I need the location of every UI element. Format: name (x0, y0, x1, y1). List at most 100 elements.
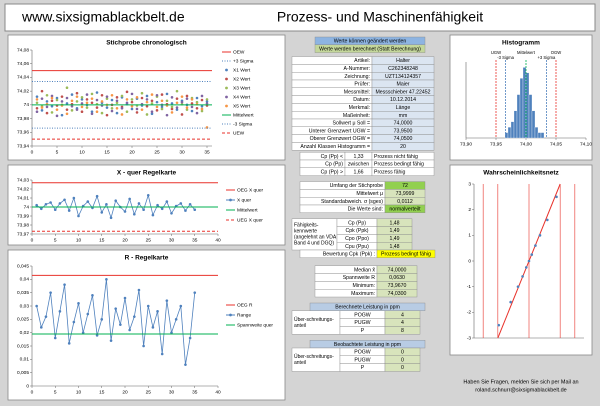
data-point (193, 291, 197, 294)
histogram-bar (513, 110, 518, 139)
data-point (135, 96, 139, 99)
data-point (150, 102, 154, 105)
data-point (538, 234, 542, 237)
table-text: 1,66 (353, 169, 363, 175)
data-point (160, 105, 164, 109)
data-point (53, 208, 57, 211)
y-tick-label: 0,045 (17, 263, 29, 269)
data-point (130, 104, 134, 108)
data-point (509, 300, 512, 304)
y-tick-label: 74 (24, 204, 30, 210)
data-point (128, 197, 131, 201)
legend-label: Mittelwert (233, 112, 254, 118)
summary-value: 74,0000 (388, 267, 407, 273)
chart-title: X - quer Regelkarte (117, 170, 177, 177)
data-point (185, 97, 189, 100)
table-text: Bewertung Cpk (Ppk) : (323, 252, 375, 258)
data-point (85, 101, 89, 105)
data-point (63, 198, 66, 202)
data-point (44, 203, 48, 206)
summary-value: 74,0300 (388, 291, 407, 297)
reference-label: OGW (551, 50, 562, 55)
data-point (115, 99, 119, 103)
data-point (44, 315, 48, 318)
info-label: Prüfer: (354, 82, 370, 88)
data-point (120, 106, 124, 110)
data-point (80, 96, 84, 99)
data-point (95, 106, 99, 109)
data-point (151, 326, 155, 329)
x-tick-label: 30 (169, 389, 175, 395)
y-tick-label: 73,96 (17, 130, 29, 136)
data-point (165, 200, 169, 203)
data-point (114, 307, 117, 310)
data-point (65, 108, 69, 111)
table-cell (376, 249, 436, 259)
table-text: PUGW (354, 357, 370, 363)
data-point (180, 113, 184, 116)
data-point (49, 291, 52, 294)
table-cell (384, 326, 421, 335)
stat-value: 0,0112 (397, 199, 413, 205)
y-tick-label: 74,06 (17, 61, 29, 67)
y-tick-label: 3 (468, 181, 471, 187)
data-point (160, 352, 164, 356)
legend-swatch (225, 104, 228, 108)
data-point (115, 96, 119, 99)
data-point (145, 113, 149, 116)
data-point (205, 100, 209, 103)
data-point (109, 216, 113, 220)
data-point (40, 207, 43, 211)
y-tick-label: 74,08 (17, 47, 29, 53)
header-url: www.sixsigmablackbelt.de (21, 9, 185, 25)
data-point (75, 95, 79, 98)
data-point (109, 339, 113, 342)
footer-text: Haben Sie Fragen, melden Sie sich per Ma… (463, 379, 578, 385)
table-text: Maximum: (351, 291, 375, 297)
table-cell (384, 363, 421, 372)
data-point (142, 344, 145, 348)
y-tick-label: 73,98 (17, 116, 29, 122)
x-tick-label: 25 (146, 237, 152, 243)
data-point (150, 110, 154, 114)
data-point (137, 288, 141, 292)
ppm-value: 4 (401, 320, 404, 326)
data-point (115, 106, 119, 110)
data-point (75, 100, 79, 103)
legend-swatch (229, 313, 232, 317)
data-point (145, 104, 149, 108)
x-tick-label: 25 (154, 149, 160, 155)
data-point (174, 318, 178, 321)
data-point (188, 336, 192, 340)
histogram-bar (531, 110, 536, 139)
data-point (119, 323, 122, 326)
table-text: Cp (Pp) (348, 220, 366, 226)
table-cell (376, 289, 418, 298)
info-label: Sollwert μ Soll = (333, 121, 370, 127)
data-point (75, 108, 79, 111)
x-tick-label: 35 (192, 237, 198, 243)
table-text: Prozess nicht fähig (374, 154, 418, 160)
data-point (170, 105, 174, 109)
data-point (140, 91, 144, 95)
data-point (81, 331, 85, 334)
stat-value: normalverteilt (389, 207, 421, 213)
table-text: POGW (354, 350, 371, 356)
legend-label: X3 Wert (233, 85, 251, 91)
data-point (546, 218, 549, 222)
data-point (55, 98, 59, 102)
data-point (145, 98, 149, 101)
reference-label: +3 Sigma (537, 55, 555, 60)
table-text: zwischen (348, 162, 369, 168)
data-point (140, 96, 144, 100)
info-label: Artikel: (354, 58, 370, 64)
capability-value: 1,49 (389, 228, 399, 234)
reference-label: -3 Sigma (497, 55, 514, 60)
histogram-bar (510, 121, 515, 139)
table-block-label: Fähigkeits- (294, 223, 319, 229)
legend-label: UEW (233, 130, 245, 136)
x-tick-label: 0 (31, 389, 34, 395)
table-text: Median x̃ (354, 267, 375, 273)
info-value: mm (399, 113, 408, 119)
